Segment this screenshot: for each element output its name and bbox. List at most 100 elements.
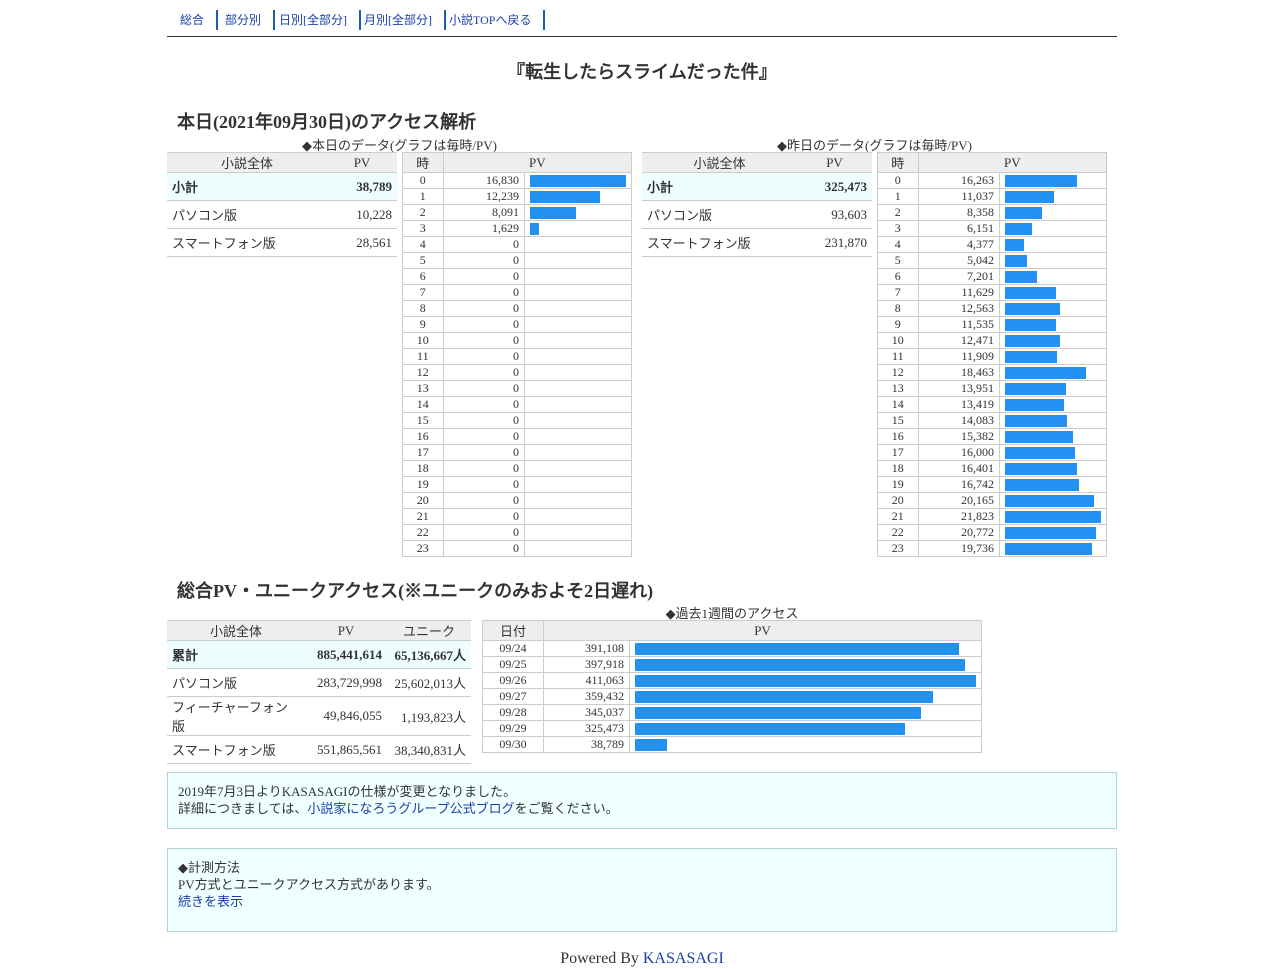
nav-daily[interactable]: 日別[全部分]: [267, 10, 361, 30]
hour-row: 2 8,091: [402, 204, 632, 221]
week-pv: 345,037: [543, 704, 630, 721]
hour-label: 1: [877, 188, 919, 205]
hour-row: 12 0: [402, 364, 632, 381]
hour-pv: 0: [442, 428, 526, 445]
hour-pv: 11,909: [917, 348, 1001, 365]
hour-row: 21 0: [402, 508, 632, 525]
hour-pv: 18,463: [917, 364, 1001, 381]
week-date: 09/26: [482, 672, 544, 689]
bar-cell: [629, 640, 982, 657]
hour-row: 11 0: [402, 348, 632, 365]
hour-label: 13: [877, 380, 919, 397]
hour-pv: 16,742: [917, 476, 1001, 493]
hour-pv: 0: [442, 380, 526, 397]
nav-monthly[interactable]: 月別[全部分]: [352, 10, 446, 30]
hour-label: 0: [877, 172, 919, 189]
row-pv: 231,870: [797, 228, 872, 257]
yesterday-caption: ◆昨日のデータ(グラフは毎時/PV): [777, 138, 972, 153]
nav-by-part[interactable]: 部分別: [213, 10, 276, 30]
pv-bar: [1005, 494, 1094, 507]
hour-pv: 16,401: [917, 460, 1001, 477]
bar-cell: [629, 736, 982, 753]
bar-cell: [524, 348, 632, 365]
hour-pv: 4,377: [917, 236, 1001, 253]
table-row: パソコン版 283,729,998 25,602,013人: [167, 668, 471, 697]
col-pv: PV: [917, 152, 1108, 173]
bar-cell: [629, 720, 982, 737]
nav-overall[interactable]: 総合: [167, 10, 219, 30]
hour-label: 4: [402, 236, 444, 253]
hour-row: 6 7,201: [877, 268, 1107, 285]
table-row: パソコン版 10,228: [167, 200, 397, 229]
bar-cell: [524, 316, 632, 333]
kasasagi-link[interactable]: KASASAGI: [642, 950, 724, 967]
hour-label: 16: [402, 428, 444, 445]
row-unique: 65,136,667人: [387, 640, 471, 669]
row-pv: 283,729,998: [305, 668, 387, 697]
footer-text: Powered By: [560, 950, 643, 967]
hour-label: 2: [402, 204, 444, 221]
hour-row: 3 6,151: [877, 220, 1107, 237]
hour-row: 16 15,382: [877, 428, 1107, 445]
hour-pv: 0: [442, 396, 526, 413]
week-row: 09/25 397,918: [482, 656, 982, 673]
today-hourly-table: 時 PV 0 16,830 1 12,239 2 8,091 3 1,629 4 0 5 0 6 0 7 0 8…: [402, 152, 633, 557]
hour-row: 5 5,042: [877, 252, 1107, 269]
hour-pv: 8,358: [917, 204, 1001, 221]
show-more-link[interactable]: 続きを表示: [178, 894, 244, 909]
col-pv: PV: [797, 152, 872, 173]
bar-cell: [524, 396, 632, 413]
pv-bar: [1005, 350, 1058, 363]
hour-pv: 12,471: [917, 332, 1001, 349]
bar-cell: [524, 524, 632, 541]
measurement-notice: ◆計測方法 PV方式とユニークアクセス方式があります。 続きを表示: [167, 848, 1117, 932]
hour-label: 4: [877, 236, 919, 253]
bar-cell: [999, 204, 1107, 221]
bar-cell: [999, 332, 1107, 349]
bar-cell: [524, 236, 632, 253]
hour-row: 14 0: [402, 396, 632, 413]
pv-bar: [1005, 190, 1054, 203]
pv-bar: [1005, 318, 1056, 331]
bar-cell: [999, 284, 1107, 301]
bar-cell: [524, 460, 632, 477]
nav-novel-top[interactable]: 小説TOPへ戻る: [437, 10, 546, 30]
bar-cell: [524, 268, 632, 285]
row-pv: 93,603: [797, 200, 872, 229]
hour-row: 13 13,951: [877, 380, 1107, 397]
top-nav: 総合 部分別 日別[全部分] 月別[全部分] 小説TOPへ戻る: [167, 10, 1117, 37]
pv-bar: [1005, 302, 1061, 315]
pv-bar: [1005, 222, 1033, 235]
hour-pv: 0: [442, 348, 526, 365]
hour-pv: 6,151: [917, 220, 1001, 237]
hour-label: 18: [402, 460, 444, 477]
hour-row: 11 11,909: [877, 348, 1107, 365]
bar-cell: [999, 508, 1107, 525]
table-row: 小計 38,789: [167, 172, 397, 201]
col-novel: 小説全体: [642, 152, 797, 173]
hour-pv: 8,091: [442, 204, 526, 221]
hour-label: 6: [402, 268, 444, 285]
hour-label: 13: [402, 380, 444, 397]
bar-cell: [524, 508, 632, 525]
hour-row: 23 19,736: [877, 540, 1107, 557]
hour-row: 9 11,535: [877, 316, 1107, 333]
bar-cell: [524, 428, 632, 445]
hour-row: 18 16,401: [877, 460, 1107, 477]
hour-row: 12 18,463: [877, 364, 1107, 381]
hour-label: 23: [877, 540, 919, 557]
bar-cell: [524, 492, 632, 509]
hour-pv: 11,037: [917, 188, 1001, 205]
table-row: 累計 885,441,614 65,136,667人: [167, 640, 471, 669]
row-label: パソコン版: [167, 200, 327, 229]
row-unique: 25,602,013人: [387, 668, 471, 697]
hour-pv: 0: [442, 300, 526, 317]
bar-cell: [999, 252, 1107, 269]
bar-cell: [999, 412, 1107, 429]
hour-label: 2: [877, 204, 919, 221]
hour-row: 0 16,830: [402, 172, 632, 189]
official-blog-link[interactable]: 小説家になろうグループ公式ブログ: [307, 801, 515, 816]
hour-label: 20: [877, 492, 919, 509]
today-caption: ◆本日のデータ(グラフは毎時/PV): [302, 138, 497, 153]
